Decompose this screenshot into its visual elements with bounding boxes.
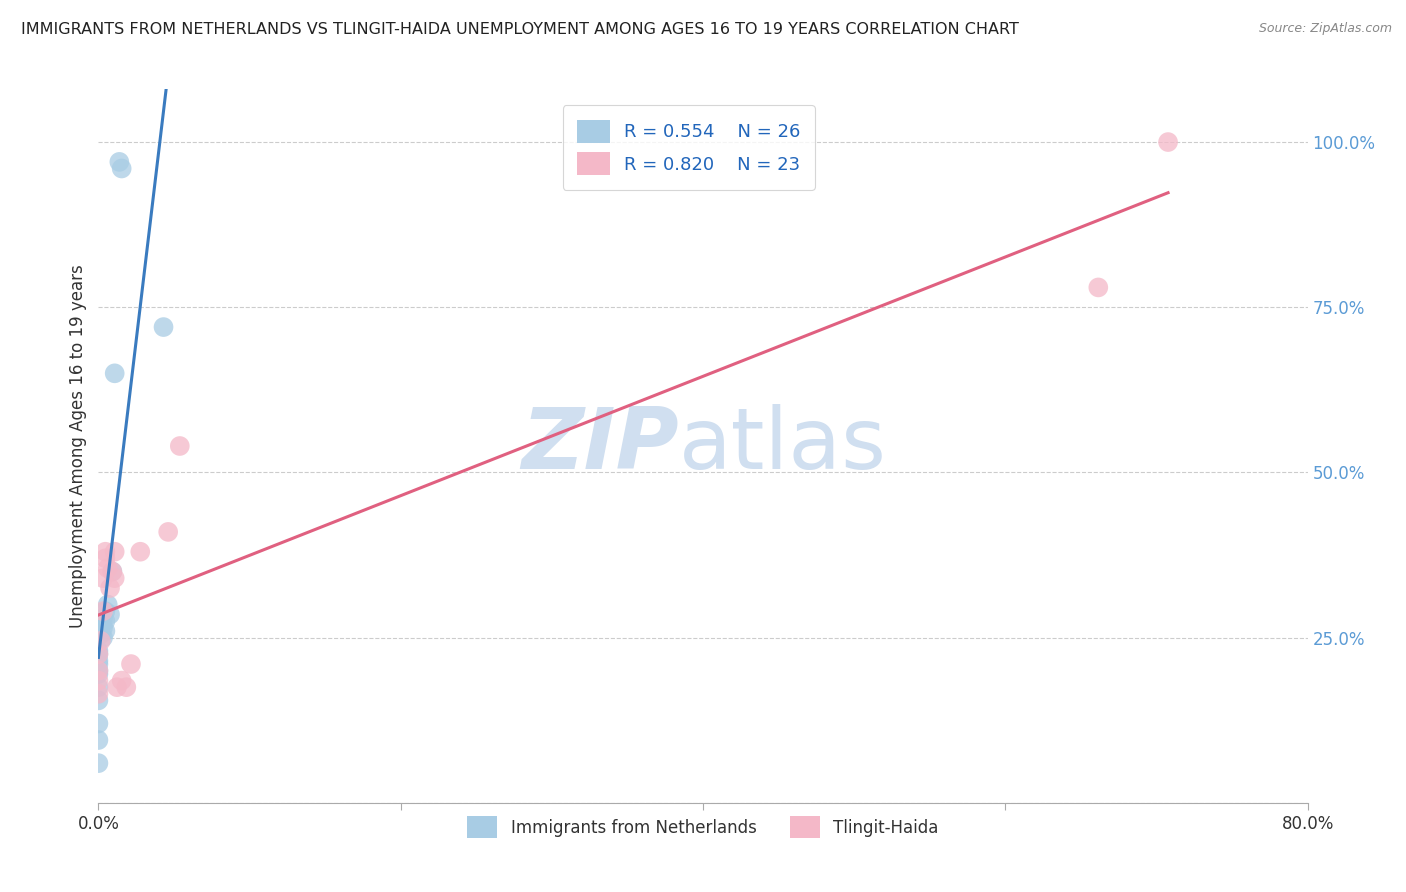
Point bbox=[157, 524, 180, 539]
Point bbox=[87, 644, 110, 658]
Y-axis label: Unemployment Among Ages 16 to 19 years: Unemployment Among Ages 16 to 19 years bbox=[69, 264, 87, 628]
Point bbox=[87, 716, 110, 731]
Point bbox=[94, 545, 117, 559]
Point bbox=[104, 571, 127, 585]
Point bbox=[90, 627, 112, 641]
Point bbox=[94, 614, 117, 628]
Point bbox=[169, 439, 191, 453]
Point bbox=[97, 561, 120, 575]
Point bbox=[87, 664, 110, 678]
Point bbox=[87, 673, 110, 688]
Point bbox=[87, 693, 110, 707]
Point bbox=[94, 624, 117, 638]
Point bbox=[101, 565, 124, 579]
Point bbox=[94, 604, 117, 618]
Point bbox=[91, 604, 114, 618]
Point bbox=[108, 154, 131, 169]
Point bbox=[87, 756, 110, 771]
Point bbox=[87, 680, 110, 694]
Legend: Immigrants from Netherlands, Tlingit-Haida: Immigrants from Netherlands, Tlingit-Hai… bbox=[461, 810, 945, 845]
Point bbox=[1157, 135, 1180, 149]
Text: atlas: atlas bbox=[679, 404, 887, 488]
Point bbox=[87, 657, 110, 671]
Point bbox=[91, 631, 114, 645]
Point bbox=[87, 667, 110, 681]
Point bbox=[87, 647, 110, 661]
Text: IMMIGRANTS FROM NETHERLANDS VS TLINGIT-HAIDA UNEMPLOYMENT AMONG AGES 16 TO 19 YE: IMMIGRANTS FROM NETHERLANDS VS TLINGIT-H… bbox=[21, 22, 1019, 37]
Point bbox=[91, 611, 114, 625]
Point bbox=[129, 545, 152, 559]
Point bbox=[87, 647, 110, 661]
Point bbox=[98, 607, 121, 622]
Point bbox=[101, 565, 124, 579]
Point bbox=[104, 367, 127, 381]
Point bbox=[120, 657, 142, 671]
Point bbox=[87, 654, 110, 668]
Point bbox=[105, 680, 128, 694]
Point bbox=[87, 687, 110, 701]
Point bbox=[91, 571, 114, 585]
Text: ZIP: ZIP bbox=[522, 404, 679, 488]
Point bbox=[104, 545, 127, 559]
Point bbox=[111, 673, 134, 688]
Point bbox=[87, 733, 110, 747]
Point bbox=[152, 320, 174, 334]
Point bbox=[91, 621, 114, 635]
Point bbox=[111, 161, 134, 176]
Point bbox=[87, 664, 110, 678]
Point bbox=[94, 551, 117, 566]
Point bbox=[90, 634, 112, 648]
Point bbox=[115, 680, 138, 694]
Text: Source: ZipAtlas.com: Source: ZipAtlas.com bbox=[1258, 22, 1392, 36]
Point bbox=[98, 581, 121, 595]
Point bbox=[1087, 280, 1109, 294]
Point bbox=[97, 598, 120, 612]
Point bbox=[90, 617, 112, 632]
